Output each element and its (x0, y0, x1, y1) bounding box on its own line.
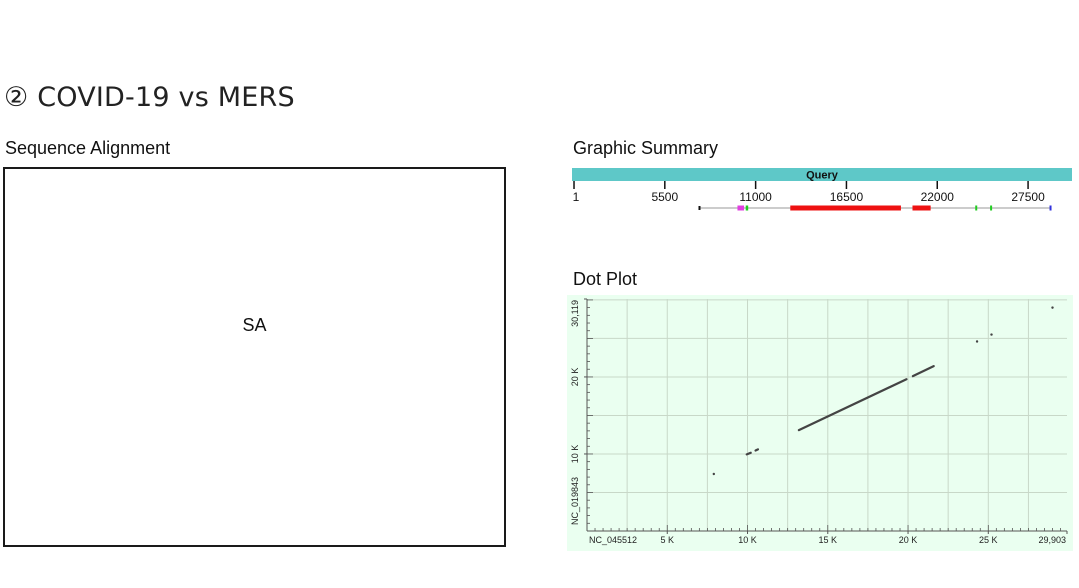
dot-plot-title: Dot Plot (573, 269, 638, 289)
dot-plot-x-label: NC_045512 (589, 535, 637, 545)
graphic-summary-figure: Query 1 5500 11000 16500 22000 27500 (572, 168, 1072, 211)
dot-plot-x-tick-label: 10 K (738, 535, 757, 545)
graphic-summary-tick-label: 5500 (651, 190, 678, 204)
dot-plot-x-tick-label: 15 K (819, 535, 838, 545)
dot-plot-x-tick-label: 25 K (979, 535, 998, 545)
dot-plot-y-tick-label: 10 K (570, 445, 580, 464)
dot-plot-alignment-segment (797, 378, 908, 432)
dot-plot-y-tick-label: 30,119 (570, 300, 580, 327)
graphic-summary-axis: 1 5500 11000 16500 22000 27500 (573, 181, 1045, 204)
graphic-summary-hit[interactable] (990, 205, 993, 211)
graphic-summary-panel: Query 1 5500 11000 16500 22000 27500 (571, 167, 1073, 217)
query-bar-label: Query (806, 170, 839, 182)
query-bar (572, 168, 1072, 181)
graphic-summary-hit[interactable] (790, 205, 901, 211)
graphic-summary-hit[interactable] (737, 205, 745, 211)
dot-plot-marks (712, 306, 1054, 476)
slide-heading: ② COVID-19 vs MERS (4, 82, 295, 113)
sequence-alignment-title: Sequence Alignment (5, 138, 171, 158)
sequence-alignment-placeholder: SA (242, 315, 267, 335)
graphic-summary-tick-label: 16500 (830, 190, 864, 204)
dot-plot-x-tick-label: 29,903 (1038, 535, 1066, 545)
dot-plot-alignment-segment (911, 365, 935, 378)
graphic-summary-hit[interactable] (1049, 205, 1052, 211)
dot-plot-x-tick-label: 20 K (899, 535, 918, 545)
dot-plot-grid (587, 299, 1067, 531)
graphic-summary-hit[interactable] (912, 205, 931, 211)
dot-plot-panel: 5 K 10 K 15 K 20 K 25 K 29,903 10 K 20 K 30,119 … (567, 295, 1073, 551)
dot-plot-background (567, 295, 1073, 551)
dot-plot-alignment-segment (745, 451, 752, 456)
dot-plot-axes: 5 K 10 K 15 K 20 K 25 K 29,903 10 K 20 K 30,119 (570, 298, 1068, 545)
dot-plot-alignment-dot (990, 333, 993, 336)
graphic-summary-hit[interactable] (975, 205, 978, 211)
graphic-summary-line-start (698, 206, 701, 210)
sequence-alignment-panel: SA (3, 167, 506, 547)
graphic-summary-hit[interactable] (745, 205, 749, 211)
graphic-summary-tick-label: 11000 (739, 190, 772, 204)
graphic-summary-tick-label: 1 (573, 190, 580, 204)
dot-plot-alignment-segment (754, 448, 760, 452)
dot-plot-y-tick-label: 20 K (570, 368, 580, 387)
dot-plot-x-tick-label: 5 K (661, 535, 675, 545)
graphic-summary-tick-label: 22000 (921, 190, 955, 204)
dot-plot-alignment-dot (1051, 306, 1054, 309)
dot-plot-alignment-dot (975, 340, 979, 343)
graphic-summary-hits[interactable] (698, 205, 1052, 211)
graphic-summary-tick-label: 27500 (1011, 190, 1045, 204)
dot-plot-y-label: NC_019843 (570, 477, 580, 525)
dot-plot-alignment-dot (712, 472, 716, 476)
graphic-summary-title: Graphic Summary (573, 138, 719, 158)
